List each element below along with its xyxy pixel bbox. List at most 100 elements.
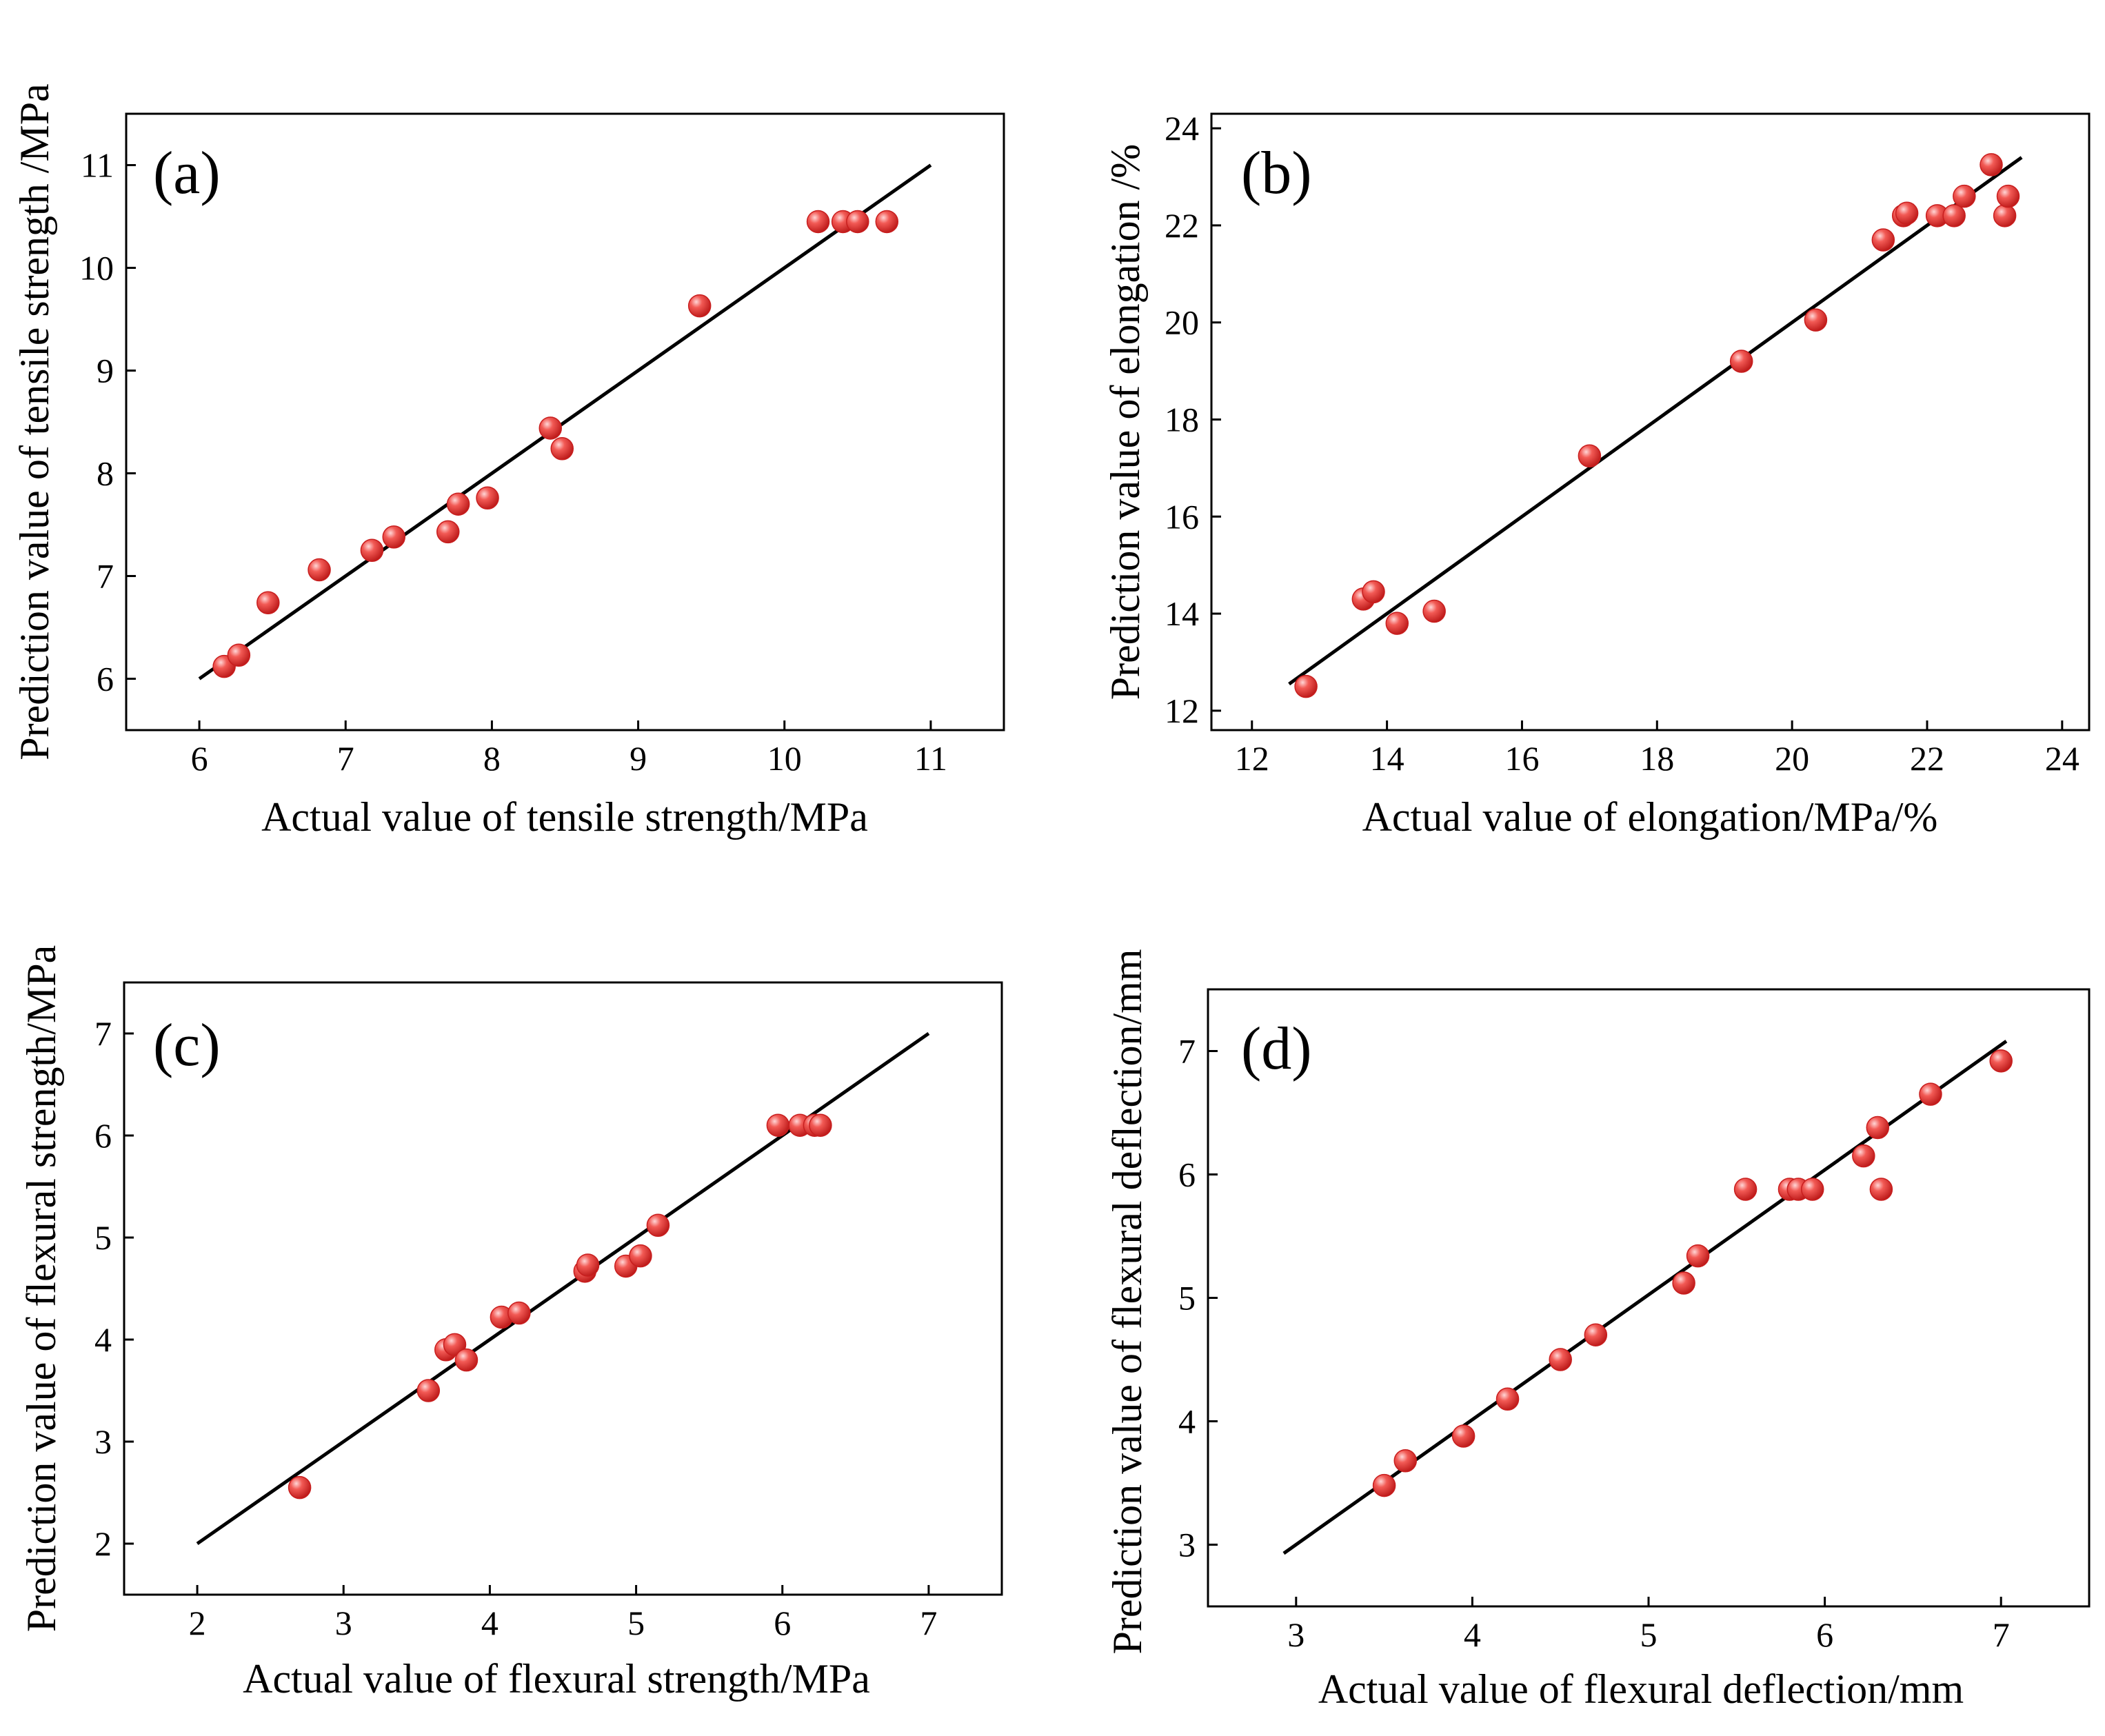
panel-a-data-point bbox=[360, 538, 384, 562]
panel-d-xtick-label: 7 bbox=[1993, 1615, 2010, 1654]
panel-a-data-point bbox=[806, 210, 830, 234]
panel-a-xlabel: Actual value of tensile strength/MPa bbox=[261, 794, 868, 840]
panel-c-data-point bbox=[809, 1113, 832, 1137]
panel-b-ylabel: Prediction value of elongation /% bbox=[1102, 144, 1148, 700]
panel-d-ytick-label: 5 bbox=[1178, 1279, 1196, 1318]
panel-a-data-point bbox=[227, 643, 251, 667]
panel-d-data-point bbox=[1495, 1387, 1520, 1411]
panel-c-xtick-label: 6 bbox=[774, 1604, 791, 1642]
panel-d-data-point bbox=[1800, 1178, 1824, 1201]
panel-a-data-point bbox=[538, 416, 563, 440]
panel-a-data-point bbox=[256, 591, 280, 614]
panel-b-label: (b) bbox=[1241, 140, 1312, 207]
panel-a-ticks: 6 7 8 9 10 11 6 7 8 9 10 11 bbox=[79, 146, 947, 778]
panel-c-label: (c) bbox=[153, 1012, 221, 1079]
panel-d-data-point bbox=[1866, 1116, 1890, 1140]
panel-a-xtick-label: 6 bbox=[191, 739, 208, 778]
panel-c-data-point bbox=[443, 1333, 467, 1357]
panel-d-xtick-label: 4 bbox=[1464, 1615, 1481, 1654]
panel-c-fit-line bbox=[196, 1031, 930, 1546]
panel-b-ytick-label: 12 bbox=[1165, 692, 1199, 730]
panel-a-xtick-label: 9 bbox=[630, 739, 647, 778]
panel-b-xtick-label: 12 bbox=[1235, 739, 1269, 778]
panel-c-ytick-label: 3 bbox=[94, 1422, 112, 1461]
panel-c-ylabel: Prediction value of flexural strength/MP… bbox=[19, 945, 64, 1632]
panel-b-xtick-label: 18 bbox=[1640, 739, 1674, 778]
panel-b-ytick-label: 20 bbox=[1165, 303, 1199, 342]
panel-c-data-point bbox=[766, 1113, 790, 1137]
panel-a-ytick-label: 6 bbox=[97, 660, 114, 698]
panel-b-xtick-label: 20 bbox=[1775, 739, 1809, 778]
panel-c-ticks: 2 3 4 5 6 7 2 3 4 5 6 7 bbox=[94, 1014, 937, 1642]
panel-a-data-point bbox=[875, 210, 899, 234]
panel-a-xtick-label: 10 bbox=[767, 739, 802, 778]
panel-b-xtick-label: 14 bbox=[1370, 739, 1404, 778]
panel-c-xlabel: Actual value of flexural strength/MPa bbox=[243, 1656, 870, 1702]
panel-b-data-point bbox=[1980, 153, 2003, 176]
panel-b-data-point bbox=[1578, 444, 1602, 468]
panel-d-data-point bbox=[1584, 1323, 1608, 1346]
panel-b-ytick-label: 24 bbox=[1165, 109, 1199, 148]
panel-a-data-point bbox=[476, 486, 499, 510]
panel-d-data-point bbox=[1451, 1424, 1475, 1448]
panel-d-fit bbox=[1282, 1040, 2008, 1555]
panel-d-data-point bbox=[1372, 1473, 1396, 1497]
panel-a-fit-line bbox=[198, 163, 932, 680]
panel-b-data-point bbox=[1871, 228, 1895, 252]
panel-a-ytick-label: 8 bbox=[97, 454, 114, 493]
panel-a-frame bbox=[125, 112, 1005, 731]
panel-b-frame bbox=[1210, 112, 2091, 731]
panel-b-data-point bbox=[1804, 308, 1828, 332]
panel-d-ytick-label: 4 bbox=[1178, 1402, 1196, 1441]
panel-c-fit bbox=[196, 1031, 930, 1546]
panel-b-data-point bbox=[1996, 184, 2020, 208]
panel-d: 3 4 5 6 7 3 4 5 6 7 (d) Actual value of flexural … bbox=[1105, 949, 2091, 1712]
panel-b-data-point bbox=[1953, 184, 1976, 208]
panel-b-fit bbox=[1288, 156, 2023, 686]
panel-c-data-point bbox=[454, 1348, 479, 1372]
panel-b-data-point bbox=[1422, 599, 1446, 623]
panel-b-data-point bbox=[1362, 580, 1385, 604]
panel-d-xtick-label: 5 bbox=[1640, 1615, 1658, 1654]
panel-a-data-point bbox=[308, 558, 331, 582]
panel-d-ytick-label: 6 bbox=[1178, 1155, 1196, 1194]
panel-d-data-point bbox=[1989, 1049, 2013, 1073]
panel-c-data-point bbox=[288, 1475, 312, 1500]
panel-b-data-point bbox=[1294, 674, 1318, 698]
panel-c-data-point bbox=[576, 1253, 600, 1277]
panel-b-data-point bbox=[1729, 350, 1753, 373]
panel-b-xtick-label: 16 bbox=[1504, 739, 1539, 778]
panel-d-xlabel: Actual value of flexural deflection/mm bbox=[1318, 1666, 1964, 1712]
panel-c-xtick-label: 7 bbox=[920, 1604, 937, 1642]
panel-a-xtick-label: 8 bbox=[483, 739, 501, 778]
panel-d-data-point bbox=[1549, 1348, 1572, 1371]
panel-d-ytick-label: 7 bbox=[1178, 1032, 1196, 1071]
panel-b-ytick-label: 14 bbox=[1165, 594, 1199, 633]
panel-c-frame bbox=[123, 981, 1003, 1596]
panel-d-points bbox=[1372, 1049, 2013, 1497]
panel-b-data-point bbox=[1942, 204, 1966, 228]
panel-b-xtick-label: 22 bbox=[1910, 739, 1944, 778]
panel-c-points bbox=[288, 1113, 832, 1500]
panel-b-fit-line bbox=[1288, 156, 2023, 686]
panel-b-ytick-label: 16 bbox=[1165, 497, 1199, 536]
panel-c-data-point bbox=[646, 1213, 670, 1237]
panel-d-ylabel: Prediction value of flexural deflection/… bbox=[1105, 949, 1150, 1655]
panel-b-xlabel: Actual value of elongation/MPa/% bbox=[1362, 794, 1938, 840]
panel-a-xtick-label: 11 bbox=[914, 739, 947, 778]
panel-b-ytick-label: 18 bbox=[1165, 400, 1199, 438]
panel-a-data-point bbox=[436, 520, 460, 544]
panel-c-ytick-label: 7 bbox=[94, 1014, 112, 1053]
panel-a-data-point bbox=[446, 492, 470, 516]
panel-c-xtick-label: 5 bbox=[627, 1604, 645, 1642]
panel-a-ytick-label: 10 bbox=[79, 249, 114, 287]
panel-a-xtick-label: 7 bbox=[337, 739, 354, 778]
panel-c-data-point bbox=[507, 1301, 531, 1325]
panel-c-ytick-label: 4 bbox=[94, 1320, 112, 1359]
panel-b-ytick-label: 22 bbox=[1165, 206, 1199, 245]
panel-d-ticks: 3 4 5 6 7 3 4 5 6 7 bbox=[1178, 1032, 2010, 1655]
panel-d-label: (d) bbox=[1241, 1016, 1312, 1082]
panel-b: 12 14 16 18 20 22 24 12 14 16 18 20 22 24 (b) Actual … bbox=[1102, 109, 2091, 840]
panel-c-xtick-label: 3 bbox=[335, 1604, 352, 1642]
